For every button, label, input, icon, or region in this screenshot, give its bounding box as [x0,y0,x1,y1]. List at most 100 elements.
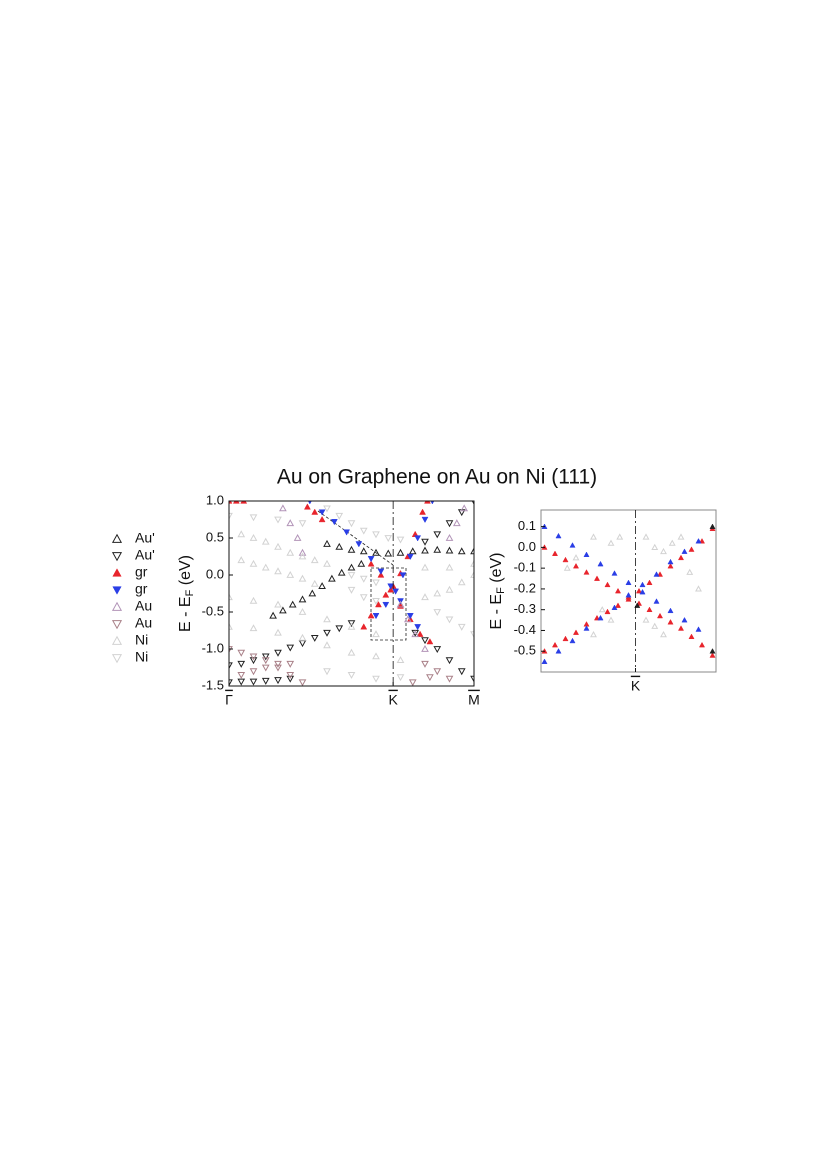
data-point [372,613,380,620]
data-point [396,548,405,556]
legend-marker [111,635,123,645]
data-point [572,562,580,569]
data-point [229,622,233,630]
data-point [237,660,246,668]
data-point [382,601,390,609]
y-tick-label: -0.2 [514,580,536,595]
data-point [569,637,576,644]
data-point [639,588,646,595]
data-point [457,623,466,631]
plot-frame [540,509,717,673]
data-point [347,622,356,630]
data-point [616,533,624,540]
data-point [310,579,319,587]
legend-label: Au [135,615,152,631]
data-point [347,545,356,553]
data-point [274,660,282,668]
data-point [274,649,282,657]
data-point [445,563,454,571]
data-point [408,547,417,555]
data-point [421,593,429,601]
data-point [667,607,674,614]
data-point [551,550,559,556]
data-point [590,630,597,638]
data-point [625,579,632,586]
data-point [614,587,622,594]
data-point [667,619,674,625]
data-point [347,520,356,528]
data-point [343,529,351,536]
data-point [330,519,338,526]
data-point [695,626,702,632]
data-point [359,575,368,583]
data-point [293,533,302,541]
data-point [337,568,346,576]
data-point [681,548,688,554]
data-point [311,508,319,515]
data-point [229,501,233,504]
data-point [298,595,307,603]
y-tick-label: -0.4 [514,622,536,637]
guide-box [370,567,407,641]
data-point [695,585,702,592]
data-point [232,501,240,504]
data-point [323,629,331,637]
data-point [634,602,641,608]
legend-marker [112,586,122,595]
data-point [686,568,694,575]
data-point [421,637,429,645]
data-point [347,563,356,571]
data-point [377,568,385,575]
data-point [274,677,282,685]
legend-label: gr [135,564,148,580]
data-point [642,616,650,623]
data-point [651,622,659,629]
data-point [416,630,424,637]
data-point [597,614,604,621]
data-point [635,587,643,594]
data-point [411,630,420,638]
data-point [335,512,344,520]
data-point [709,648,716,654]
data-point [470,547,474,555]
data-point [229,593,233,601]
data-point [583,551,590,557]
data-point [359,547,368,555]
data-point [445,657,454,665]
data-point [551,641,559,648]
data-point [229,679,233,686]
data-point [318,509,326,516]
data-point [445,616,454,624]
data-point [445,533,454,541]
data-point [688,546,695,552]
data-point [298,548,307,556]
data-point [695,538,702,544]
data-point [653,598,660,604]
data-point [384,549,393,557]
data-point [347,620,356,628]
data-point [639,581,646,588]
legend-label: Ni [135,632,148,648]
data-point [274,567,282,575]
data-point [426,638,434,645]
data-point [347,586,356,594]
y-tick-label: 1.0 [206,492,224,507]
data-point [269,611,277,619]
legend-label: Au' [135,530,155,546]
data-point [562,556,569,563]
data-point [470,675,474,683]
y-tick-label: -0.3 [514,601,536,616]
data-point [433,545,442,553]
data-point [408,679,417,686]
data-point [660,630,667,638]
data-point [261,664,270,672]
x-tick-label: M [468,692,480,708]
data-point [286,675,295,683]
data-point [274,516,282,524]
data-point [372,652,380,660]
data-point [460,504,469,512]
legend-marker [111,601,123,611]
data-point [392,588,400,595]
data-point [382,591,390,598]
data-point [406,553,414,561]
